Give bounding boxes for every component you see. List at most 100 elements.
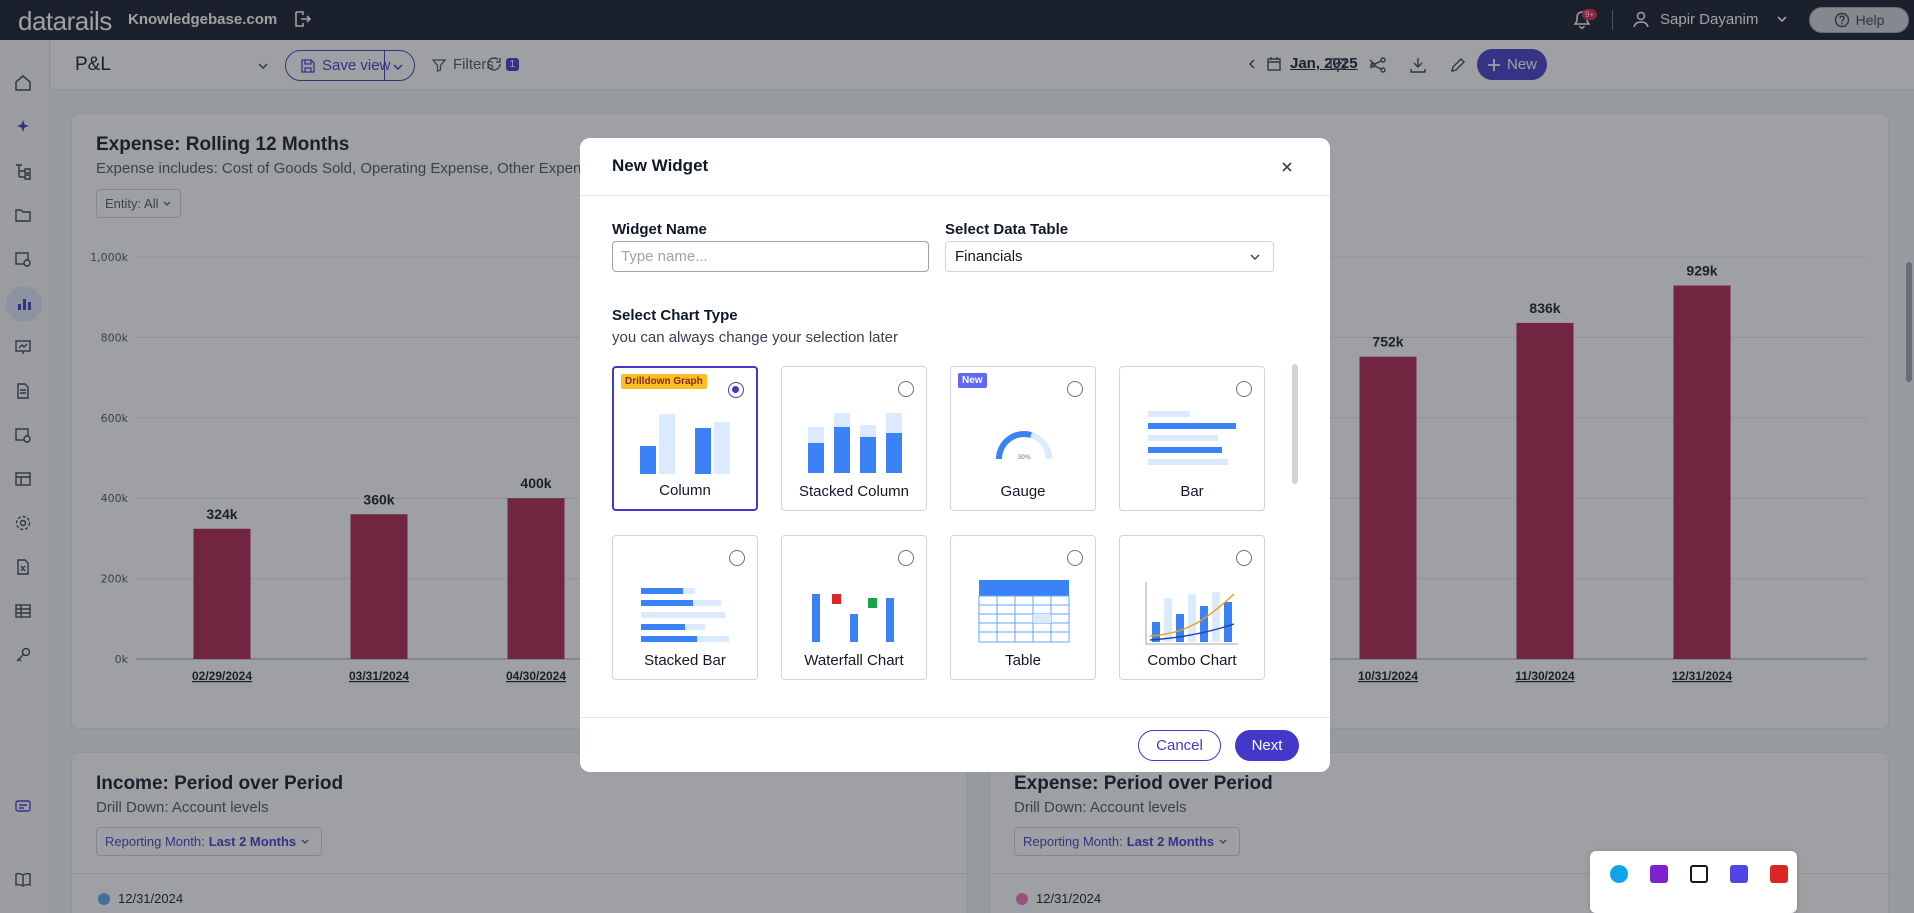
radio-button[interactable] (1236, 381, 1252, 397)
chart-type-table[interactable]: Table (950, 535, 1096, 680)
left-navigation (0, 40, 50, 913)
table-chart-icon (978, 580, 1070, 643)
filters-button[interactable]: Filters 1 (431, 56, 519, 73)
chart-type-label: Stacked Bar (644, 652, 726, 669)
radio-button[interactable] (1067, 550, 1083, 566)
cancel-button[interactable]: Cancel (1138, 730, 1221, 761)
y-tick-label: 400k (101, 492, 129, 505)
page-scrollbar[interactable] (1906, 262, 1912, 382)
new-widget-modal: New Widget Widget Name Select Data Table… (580, 138, 1330, 772)
data-table-select[interactable]: Financials (945, 241, 1274, 272)
gauge-value: 30% (1017, 454, 1031, 461)
edit-pencil-icon[interactable] (1448, 55, 1468, 75)
settings-icon[interactable] (12, 512, 34, 534)
chevron-left-icon[interactable] (1246, 58, 1258, 70)
notification-badge: 9+ (1582, 9, 1598, 20)
user-icon (1633, 11, 1649, 28)
save-view-button[interactable]: Save view (285, 50, 415, 81)
chevron-down-icon (1219, 839, 1227, 844)
entity-filter[interactable]: Entity: All (96, 189, 182, 218)
teams-icon[interactable] (1730, 865, 1748, 883)
table-icon[interactable] (12, 600, 34, 622)
chart-type-stacked-column[interactable]: Stacked Column (781, 366, 927, 511)
onedrive-icon[interactable] (1610, 865, 1628, 883)
bar-value-label: 360k (363, 491, 394, 507)
snip-icon[interactable] (1770, 865, 1788, 883)
download-icon[interactable] (1408, 55, 1428, 75)
question-icon (1834, 12, 1849, 28)
data-table-value: Financials (955, 248, 1023, 265)
presentation-icon[interactable] (1328, 55, 1348, 75)
radio-button[interactable] (898, 381, 914, 397)
x-tick-label[interactable]: 02/29/2024 (192, 669, 252, 683)
chart-type-column[interactable]: Drilldown Graph Column (612, 366, 758, 511)
radio-button[interactable] (898, 550, 914, 566)
save-icon (301, 59, 315, 73)
chart-type-waterfall[interactable]: Waterfall Chart (781, 535, 927, 680)
report-gear-icon[interactable] (12, 424, 34, 446)
bar (1359, 356, 1417, 659)
save-view-label: Save view (322, 57, 391, 74)
x-tick-label[interactable]: 04/30/2024 (506, 669, 566, 683)
home-icon[interactable] (12, 72, 34, 94)
reporting-month-filter[interactable]: Reporting Month: Last 2 Months (96, 827, 322, 856)
book-icon[interactable] (12, 868, 34, 890)
key-icon[interactable] (12, 644, 34, 666)
chevron-down-icon[interactable] (1776, 13, 1788, 25)
chevron-down-icon (164, 201, 171, 206)
chevron-down-icon[interactable] (392, 61, 404, 73)
bar-value-label: 752k (1372, 334, 1403, 350)
chart-type-stacked-bar[interactable]: Stacked Bar (612, 535, 758, 680)
chart-type-gauge[interactable]: New 30% Gauge (950, 366, 1096, 511)
page-header: P&L Save view Filters 1 Jan, 2025 New (51, 40, 1914, 90)
user-name[interactable]: Sapir Dayanim (1660, 11, 1759, 28)
reporting-month-filter[interactable]: Reporting Month: Last 2 Months (1014, 827, 1240, 856)
datarails-logo[interactable]: datarails (18, 6, 112, 36)
x-tick-label[interactable]: 11/30/2024 (1515, 669, 1575, 683)
tiles-scrollbar[interactable] (1292, 364, 1298, 484)
x-tick-label[interactable]: 03/31/2024 (349, 669, 409, 683)
radio-button[interactable] (1236, 550, 1252, 566)
chart-type-label: Column (659, 482, 711, 499)
widget-name-input[interactable] (612, 241, 929, 272)
x-tick-label[interactable]: 12/31/2024 (1672, 669, 1732, 683)
filter-value: Last 2 Months (208, 834, 297, 849)
hierarchy-icon[interactable] (12, 160, 34, 182)
radio-button[interactable] (729, 550, 745, 566)
app-icon[interactable] (1690, 865, 1708, 883)
divider (72, 873, 969, 874)
onenote-icon[interactable] (1650, 865, 1668, 883)
calendar-icon (1267, 56, 1281, 71)
sparkle-icon[interactable] (12, 116, 34, 138)
bar (350, 514, 408, 659)
excel-icon[interactable] (12, 556, 34, 578)
radio-button[interactable] (1067, 381, 1083, 397)
widget-name-label: Widget Name (612, 221, 707, 238)
dashboard-chart-icon[interactable] (6, 286, 42, 322)
radio-button[interactable] (728, 382, 744, 398)
presentation-icon[interactable] (12, 336, 34, 358)
refresh-icon[interactable] (485, 55, 503, 73)
page-title[interactable]: P&L (75, 54, 111, 75)
chevron-down-icon[interactable] (256, 59, 270, 73)
chart-type-combo[interactable]: Combo Chart (1119, 535, 1265, 680)
help-button[interactable]: Help (1809, 7, 1909, 33)
next-button[interactable]: Next (1235, 730, 1299, 761)
logout-icon[interactable] (293, 10, 311, 28)
chart-type-bar[interactable]: Bar (1119, 366, 1265, 511)
chart-type-label: Combo Chart (1147, 652, 1237, 669)
legend-item: 12/31/2024 (1016, 891, 1101, 906)
chat-icon[interactable] (12, 796, 34, 818)
document-icon[interactable] (12, 380, 34, 402)
close-icon[interactable] (1276, 156, 1298, 178)
x-tick-label[interactable]: 10/31/2024 (1358, 669, 1418, 683)
card-title: Expense: Rolling 12 Months (96, 134, 350, 155)
folder-icon[interactable] (12, 204, 34, 226)
report-settings-icon[interactable] (12, 248, 34, 270)
legend-label: 12/31/2024 (118, 891, 184, 906)
chevron-down-icon (1250, 254, 1260, 260)
new-button[interactable]: New (1477, 49, 1547, 80)
share-icon[interactable] (1368, 55, 1388, 75)
divider (1612, 10, 1613, 30)
layout-icon[interactable] (12, 468, 34, 490)
